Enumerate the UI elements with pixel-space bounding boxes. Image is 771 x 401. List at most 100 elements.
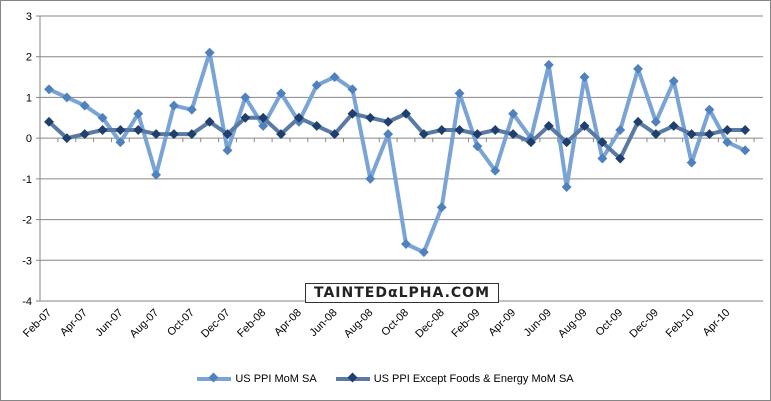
data-point — [240, 92, 251, 103]
data-point — [668, 76, 679, 87]
data-point — [276, 129, 286, 140]
legend-item-ppi: US PPI MoM SA — [197, 372, 317, 385]
data-point — [401, 239, 411, 249]
y-tick-label: 1 — [26, 92, 32, 104]
data-point — [633, 116, 643, 127]
y-tick-label: 2 — [26, 52, 32, 64]
data-point — [97, 125, 108, 135]
data-point — [44, 84, 54, 95]
data-point — [543, 59, 554, 70]
data-point — [151, 129, 162, 140]
data-point — [329, 129, 340, 140]
x-tick-label: Jun-09 — [522, 307, 554, 339]
data-point — [579, 72, 590, 83]
data-point — [204, 47, 215, 58]
y-tick-label: 0 — [26, 133, 32, 145]
legend-item-core-ppi: US PPI Except Foods & Energy MoM SA — [335, 372, 574, 385]
data-point — [472, 129, 483, 140]
data-point — [490, 125, 501, 135]
data-point — [204, 116, 215, 127]
data-point — [186, 129, 197, 140]
x-tick-label: Apr-09 — [486, 307, 518, 339]
data-point — [722, 125, 733, 135]
data-point — [97, 112, 108, 123]
x-tick-label: Dec-08 — [413, 307, 447, 341]
x-tick-label: Apr-08 — [272, 307, 304, 339]
x-tick-label: Oct-09 — [593, 307, 625, 339]
data-point — [436, 125, 447, 135]
data-point — [740, 145, 751, 156]
data-point — [79, 129, 90, 140]
data-point — [186, 104, 197, 115]
data-point — [115, 125, 126, 135]
data-point — [436, 202, 447, 213]
data-point — [722, 137, 733, 148]
y-tick-label: -1 — [22, 174, 32, 186]
data-point — [418, 129, 429, 140]
data-point — [543, 120, 554, 131]
x-tick-label: Oct-07 — [165, 307, 197, 339]
data-point — [115, 137, 126, 148]
data-point — [704, 129, 715, 140]
x-tick-label: Apr-10 — [701, 307, 733, 339]
data-point — [383, 129, 394, 140]
x-tick-label: Feb-08 — [235, 307, 268, 340]
data-point — [418, 247, 429, 258]
data-point — [633, 63, 643, 74]
data-point — [615, 153, 626, 164]
legend-label: US PPI Except Foods & Energy MoM SA — [373, 373, 574, 385]
data-point — [597, 153, 608, 164]
x-tick-label: Oct-08 — [379, 307, 411, 339]
data-point — [472, 141, 483, 152]
data-point — [650, 116, 661, 127]
data-point — [615, 125, 626, 135]
data-point — [686, 129, 697, 140]
data-point — [490, 165, 501, 176]
x-tick-label: Jun-08 — [307, 307, 339, 339]
x-tick-label: Aug-09 — [556, 307, 590, 341]
y-tick-label: 3 — [26, 11, 32, 23]
data-point — [526, 137, 536, 148]
data-point — [650, 129, 661, 140]
x-tick-label: Dec-07 — [199, 307, 233, 341]
data-point — [686, 157, 697, 168]
legend-swatch — [197, 372, 232, 383]
data-point — [133, 108, 144, 119]
data-point — [169, 129, 179, 140]
x-tick-label: Feb-10 — [664, 307, 697, 340]
data-point — [222, 145, 233, 156]
legend-swatch — [335, 372, 370, 383]
x-tick-label: Feb-07 — [21, 307, 54, 340]
x-tick-label: Dec-09 — [627, 307, 661, 341]
x-tick-label: Aug-08 — [342, 307, 376, 341]
data-point — [222, 129, 233, 140]
data-point — [240, 112, 251, 123]
y-tick-label: -3 — [22, 255, 32, 267]
y-tick-label: -4 — [22, 296, 32, 308]
data-point — [597, 137, 608, 148]
watermark-logo: TAINTEDαLPHA.COM — [305, 283, 499, 303]
data-point — [365, 112, 376, 123]
data-point — [169, 100, 179, 111]
data-point — [668, 120, 679, 131]
x-tick-label: Aug-07 — [128, 307, 162, 341]
data-point — [133, 125, 144, 135]
data-point — [44, 116, 54, 127]
series-line-0 — [48, 50, 746, 255]
data-point — [454, 88, 465, 99]
data-point — [561, 137, 572, 148]
data-point — [79, 100, 90, 111]
legend-label: US PPI MoM SA — [235, 373, 317, 385]
x-tick-label: Jun-07 — [93, 307, 125, 339]
data-point — [561, 182, 572, 192]
legend: US PPI MoM SA US PPI Except Foods & Ener… — [1, 372, 770, 385]
data-point — [365, 173, 376, 184]
data-point — [151, 169, 162, 180]
series-line-1 — [47, 111, 746, 161]
data-point — [61, 133, 72, 144]
data-point — [704, 104, 715, 115]
data-point — [579, 120, 590, 131]
y-tick-label: -2 — [22, 215, 32, 227]
